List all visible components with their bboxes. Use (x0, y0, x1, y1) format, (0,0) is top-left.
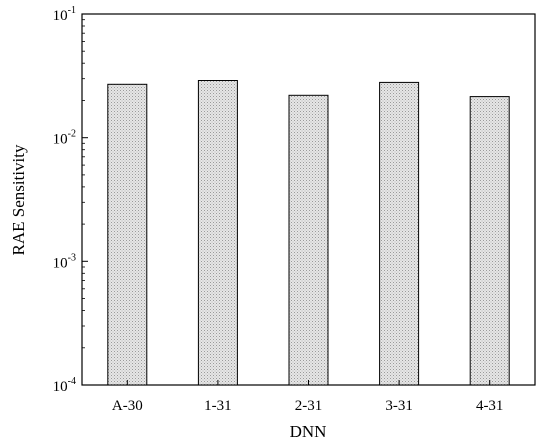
y-tick-label: 10-4 (53, 376, 76, 395)
bars-group (107, 80, 510, 386)
x-tick-label: A-30 (112, 398, 143, 414)
bar-2-31 (288, 94, 329, 386)
bar-4-31 (469, 96, 510, 386)
x-tick-label: 2-31 (295, 398, 323, 414)
bar-A-30 (107, 83, 148, 386)
y-tick-label: 10-1 (53, 5, 76, 24)
y-tick-label: 10-2 (53, 129, 76, 148)
y-axis-ticks: 10-1 10-2 10-3 10-4 (53, 5, 88, 395)
x-tick-label: 3-31 (385, 398, 413, 414)
x-tick-label: 4-31 (476, 398, 504, 414)
y-axis-title: RAE Sensitivity (9, 144, 28, 255)
y-tick-label: 10-3 (53, 252, 76, 271)
bar-1-31 (197, 80, 238, 386)
x-tick-label: 1-31 (204, 398, 232, 414)
x-axis-ticks: A-30 1-31 2-31 3-31 4-31 (112, 380, 504, 414)
x-axis-title: DNN (290, 422, 327, 441)
bar-3-31 (379, 81, 420, 386)
